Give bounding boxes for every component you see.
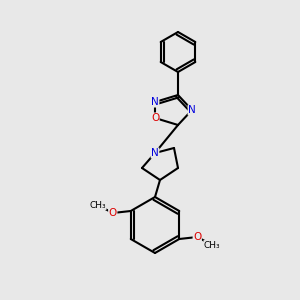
- Text: O: O: [109, 208, 117, 218]
- Text: N: N: [151, 97, 159, 107]
- Text: O: O: [151, 113, 159, 123]
- Text: N: N: [151, 148, 159, 158]
- Text: CH₃: CH₃: [204, 241, 220, 250]
- Text: O: O: [193, 232, 201, 242]
- Text: N: N: [188, 105, 196, 115]
- Text: CH₃: CH₃: [89, 200, 106, 209]
